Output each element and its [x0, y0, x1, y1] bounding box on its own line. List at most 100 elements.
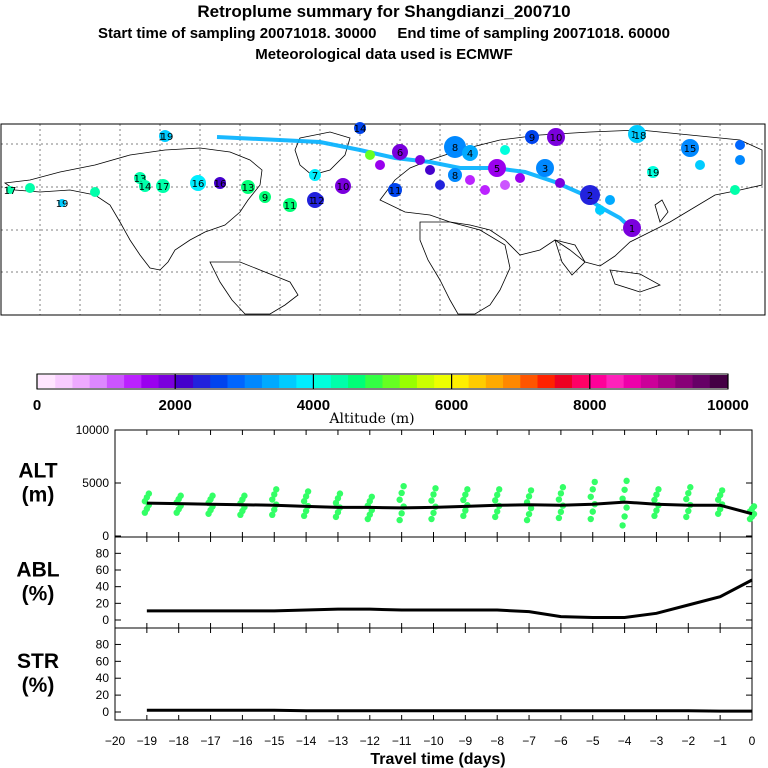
met-data-line: Meteorological data used is ECMWF [255, 46, 513, 63]
altitude-point [460, 512, 467, 520]
y-tick-label: 80 [96, 637, 110, 651]
plume-label: 8 [452, 171, 458, 182]
plume-marker [462, 145, 478, 161]
colorbar-cell [623, 375, 642, 388]
altitude-point [651, 496, 658, 504]
coastlines [3, 129, 763, 315]
colorbar-cell [279, 375, 297, 388]
x-tick-label: −2 [681, 734, 695, 748]
plume-label: 10 [337, 182, 350, 193]
panel-alt: 0 5000 10000 ALT(m) [18, 423, 758, 543]
colorbar-tick-label: 0 [33, 397, 41, 414]
altitude-point [653, 507, 660, 514]
y-tick-label: 40 [96, 580, 110, 594]
colorbar-cell [503, 375, 521, 388]
coast-japan [654, 199, 669, 223]
altitude-point [587, 493, 594, 500]
coast-africa [419, 221, 511, 315]
y-tick-label: 40 [96, 671, 110, 685]
plume-marker [488, 159, 506, 177]
colorbar-cell [348, 375, 366, 388]
plume-marker [58, 199, 66, 207]
altitude-point [300, 512, 308, 520]
colorbar-cell [709, 375, 728, 388]
plume-marker [623, 219, 641, 237]
plume-marker-small [595, 205, 605, 215]
plume-label: 11 [389, 186, 402, 197]
plume-marker [259, 191, 271, 203]
coast-eurasia [379, 129, 763, 267]
altitude-point [400, 482, 407, 490]
colorbar-cell [640, 375, 659, 388]
plume-label: 8 [452, 143, 458, 154]
altitude-point [492, 497, 499, 504]
colorbar-cell [382, 375, 401, 388]
colorbar-cell [72, 375, 91, 388]
altitude-point [687, 484, 694, 491]
plume-marker-small [365, 150, 375, 160]
altitude-point [591, 478, 598, 486]
colorbar-cell [313, 375, 332, 388]
colorbar-cell [606, 375, 625, 388]
plume-label: 12 [312, 196, 325, 207]
plume-label: 17 [157, 182, 170, 193]
plume-label: 7 [312, 171, 318, 182]
plume-marker [647, 166, 659, 178]
altitude-point [623, 504, 630, 511]
altitude-point [557, 490, 565, 497]
y-tick-label: 20 [96, 596, 110, 610]
altitude-point [685, 489, 692, 497]
colorbar-cell [675, 375, 694, 388]
plume-marker [309, 169, 321, 181]
altitude-point [557, 508, 565, 516]
x-tick-label: −15 [264, 734, 285, 748]
y-tick-label: 0 [102, 705, 109, 719]
colorbar-cell [692, 375, 711, 388]
plume-marker [536, 159, 554, 177]
altitude-point [145, 490, 153, 497]
colorbar-cell [399, 375, 418, 388]
x-tick-label: −19 [137, 734, 158, 748]
plume-marker-small [425, 165, 435, 175]
colorbar-cell [55, 375, 73, 388]
x-tick-label: −8 [490, 734, 504, 748]
altitude-point [302, 493, 310, 500]
altitude-point [396, 516, 403, 524]
altitude-point [494, 491, 501, 499]
plume-marker [214, 177, 226, 189]
coast-north-america [3, 147, 263, 271]
altitude-point [619, 495, 626, 502]
altitude-point [271, 506, 278, 513]
str-line [146, 708, 752, 713]
plume-label: 14 [139, 182, 152, 193]
plume-marker-small [500, 145, 510, 155]
map-graticule [1, 124, 765, 315]
altitude-point [523, 516, 531, 524]
plume-marker [448, 168, 462, 182]
colorbar-cell [451, 375, 470, 388]
altitude-point [496, 486, 503, 493]
altitude-point [368, 493, 375, 500]
altitude-point [653, 491, 660, 498]
plume-marker [241, 180, 255, 194]
plume-label: 9 [529, 133, 535, 144]
colorbar-tick-label: 2000 [159, 397, 192, 414]
colorbar-cell [330, 375, 349, 388]
plume-marker [444, 136, 466, 158]
plume-marker-small [375, 160, 385, 170]
colorbar-cell [210, 375, 228, 388]
altitude-point [209, 492, 216, 499]
x-tick-label: −5 [586, 734, 600, 748]
x-tick-label: −18 [169, 734, 190, 748]
altitude-point [525, 493, 533, 500]
plume-marker [139, 180, 151, 192]
plume-label: 9 [262, 193, 268, 204]
x-tick-label: −12 [360, 734, 381, 748]
altitude-point [271, 491, 278, 498]
time-series-panels: 0500010000ALT(m)020406080ABL(%)020406080… [16, 423, 758, 768]
altitude-point [430, 491, 437, 498]
colorbar-cell [434, 375, 452, 388]
colorbar-tick-label: 6000 [435, 397, 468, 414]
colorbar-label: Altitude (m) [328, 411, 414, 427]
plume-label: 11 [284, 201, 297, 212]
